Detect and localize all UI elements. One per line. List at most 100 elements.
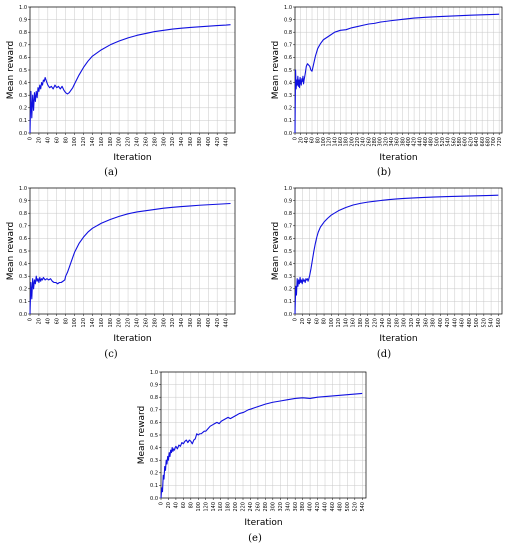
x-tick-label: 20 [300,318,306,324]
series-line [29,24,231,134]
x-tick-label: 20 [37,318,43,324]
x-tick-label: 80 [188,502,194,508]
x-tick-label: 100 [196,502,202,512]
y-tick-label: 0.5 [284,249,292,255]
x-tick-label: 580 [457,137,463,147]
x-tick-label: 440 [224,137,230,147]
x-tick-label: 420 [445,318,451,328]
plot-frame [294,187,503,315]
x-tick-label: 480 [467,318,473,328]
x-tick-label: 600 [463,137,469,147]
x-tick-label: 60 [181,502,187,508]
y-axis-label: Mean reward [6,222,16,281]
y-tick-label: 0.7 [19,224,27,230]
y-tick-label: 0.1 [284,118,292,124]
x-tick-label: 60 [54,137,60,143]
x-tick-label: 400 [438,318,444,328]
x-tick-label: 300 [402,318,408,328]
y-tick-label: 0.8 [19,211,27,217]
x-tick-label: 0 [28,137,34,140]
y-tick-label: 0.6 [19,55,27,61]
series-line [29,202,231,315]
x-tick-label: 360 [395,137,401,147]
x-tick-label: 500 [345,502,351,512]
x-tick-label: 80 [63,137,69,143]
x-tick-label: 0 [293,137,299,140]
x-tick-label: 380 [431,318,437,328]
x-tick-label: 0 [28,318,34,321]
x-tick-label: 360 [423,318,429,328]
y-tick-label: 0.4 [284,261,292,267]
y-tick-label: 0.0 [284,312,292,318]
x-tick-label: 0 [293,318,299,321]
y-tick-label: 0.5 [150,433,158,439]
x-tick-label: 520 [440,137,446,147]
x-tick-label: 720 [497,137,503,147]
x-tick-label: 280 [152,318,158,328]
x-tick-label: 140 [343,318,349,328]
x-axis-label: Iteration [244,518,282,528]
x-tick-label: 240 [361,137,367,147]
x-tick-label: 120 [81,318,87,328]
x-tick-label: 540 [489,318,495,328]
x-tick-label: 80 [322,318,328,324]
y-tick-label: 0.7 [150,408,158,414]
x-tick-label: 300 [161,137,167,147]
x-tick-label: 380 [197,137,203,147]
x-tick-label: 140 [332,137,338,147]
x-tick-label: 360 [188,137,194,147]
chart-panel-2: 0 20 40 60 80 100 120 140 160 180 200 220 240 260 280 3… [271,5,503,178]
x-tick-label: 320 [170,137,176,147]
x-tick-label: 200 [117,137,123,147]
x-tick-label: 40 [174,502,180,508]
x-tick-label: 60 [54,318,60,324]
x-tick-label: 280 [394,318,400,328]
y-tick-label: 0.2 [284,287,292,293]
x-tick-label: 440 [417,137,423,147]
x-tick-label: 420 [315,502,321,512]
x-tick-label: 180 [344,137,350,147]
y-tick-label: 0.9 [19,17,27,23]
y-tick-label: 0.4 [19,80,27,86]
y-tick-label: 0.4 [150,445,158,451]
x-tick-label: 560 [496,318,502,328]
x-tick-label: 140 [90,137,96,147]
x-tick-label: 300 [270,502,276,512]
y-tick-label: 0.8 [284,30,292,36]
y-tick-label: 0.2 [284,106,292,112]
y-tick-label: 0.9 [284,17,292,23]
y-tick-label: 0.2 [19,106,27,112]
panel-caption: (d) [377,349,391,360]
x-tick-label: 40 [307,318,313,324]
x-tick-label: 340 [389,137,395,147]
x-tick-label: 300 [161,318,167,328]
x-tick-label: 540 [360,502,366,512]
x-axis-label: Iteration [113,153,151,163]
x-tick-label: 260 [256,502,262,512]
x-tick-label: 180 [108,137,114,147]
x-tick-label: 40 [304,137,310,143]
x-tick-label: 60 [314,318,320,324]
y-axis-label: Mean reward [6,41,16,100]
plot-frame [160,371,367,499]
x-tick-label: 60 [310,137,316,143]
x-tick-label: 320 [409,318,415,328]
x-tick-label: 240 [135,318,141,328]
x-tick-label: 700 [491,137,497,147]
x-tick-label: 160 [351,318,357,328]
x-tick-label: 360 [293,502,299,512]
x-tick-label: 260 [366,137,372,147]
x-tick-label: 180 [358,318,364,328]
panel-caption: (b) [377,167,391,178]
x-tick-label: 420 [215,318,221,328]
x-tick-label: 140 [90,318,96,328]
x-tick-label: 160 [99,137,105,147]
x-tick-label: 220 [372,318,378,328]
series-line [294,13,500,134]
x-axis-label: Iteration [379,153,417,163]
y-tick-label: 0.6 [284,236,292,242]
x-tick-label: 380 [400,137,406,147]
x-tick-label: 80 [63,318,69,324]
y-tick-label: 0.1 [284,299,292,305]
x-tick-label: 620 [468,137,474,147]
